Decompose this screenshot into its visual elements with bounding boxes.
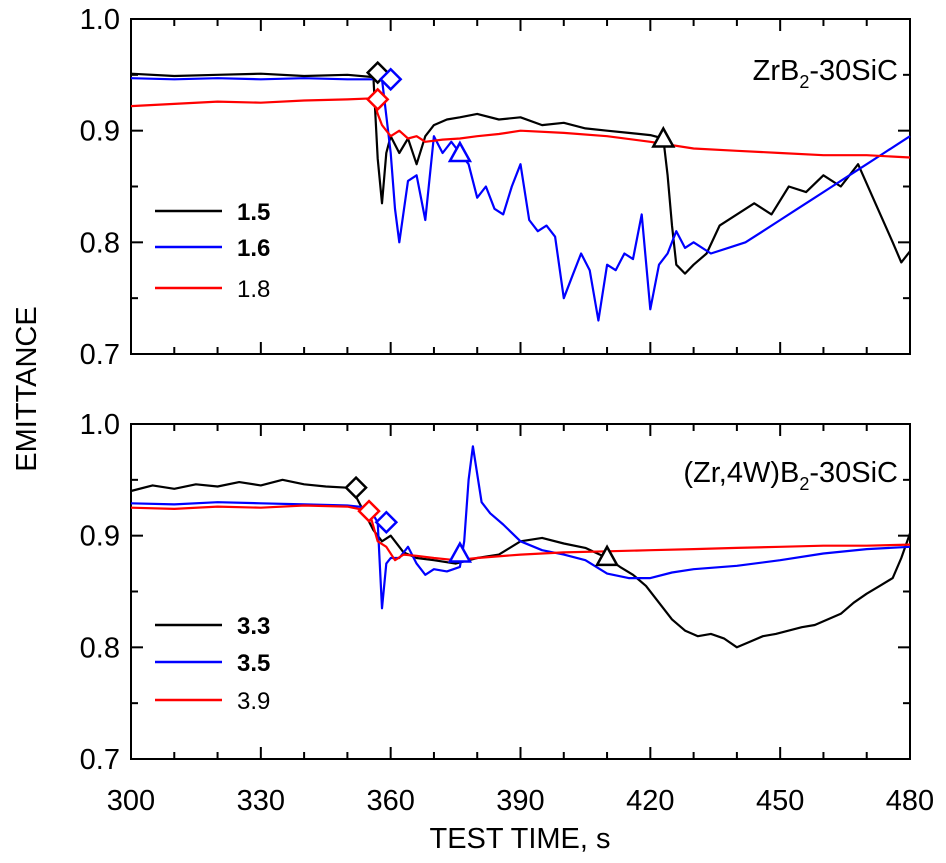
triangle-marker <box>594 544 620 567</box>
x-tick-label: 330 <box>237 785 285 817</box>
bottom-panel-markers <box>344 475 620 567</box>
triangle-marker <box>651 125 676 148</box>
y-tick-label: 0.8 <box>80 227 120 259</box>
y-tick-label: 0.9 <box>80 521 120 553</box>
bottom-panel-legend: 3.3 3.5 3.9 <box>155 613 270 715</box>
top-y-tick-labels: 0.7 0.8 0.9 1.0 <box>80 4 120 371</box>
bottom-y-tick-labels: 0.7 0.8 0.9 1.0 <box>80 409 120 776</box>
y-tick-label: 1.0 <box>80 4 120 36</box>
top-panel-label: ZrB2-30SiC <box>753 55 898 92</box>
x-tick-label: 390 <box>496 785 544 817</box>
top-panel-series <box>130 72 911 322</box>
y-axis-title: EMITTANCE <box>11 306 43 471</box>
top-panel-legend: 1.5 1.6 1.8 <box>155 199 270 303</box>
y-tick-label: 0.7 <box>80 339 120 371</box>
y-tick-label: 0.9 <box>80 116 120 148</box>
diamond-marker <box>344 475 368 500</box>
legend-label: 1.5 <box>237 199 270 226</box>
x-tick-label: 450 <box>756 785 804 817</box>
legend-label: 1.8 <box>237 276 270 303</box>
legend-label: 3.5 <box>237 650 270 677</box>
x-tick-label: 420 <box>626 785 674 817</box>
x-axis-title: TEST TIME, s <box>429 823 610 855</box>
legend-label: 3.9 <box>237 688 270 715</box>
y-tick-label: 1.0 <box>80 409 120 441</box>
diamond-marker <box>365 87 390 112</box>
triangle-marker <box>447 140 473 163</box>
legend-label: 3.3 <box>237 613 270 640</box>
y-tick-label: 0.8 <box>80 632 120 664</box>
x-tick-label: 300 <box>107 785 155 817</box>
series-line-1.5 <box>130 72 911 275</box>
y-tick-label: 0.7 <box>80 744 120 776</box>
top-panel-ticks <box>130 18 911 355</box>
x-tick-labels: 300 330 360 390 420 450 480 <box>107 785 934 817</box>
top-panel: 1.5 1.6 1.8 ZrB2-30SiC 0.7 0.8 0.9 1.0 <box>80 4 911 371</box>
top-panel-markers <box>365 60 676 163</box>
series-line-1.8 <box>130 97 911 159</box>
series-line-3.9 <box>130 504 911 562</box>
series-line-3.3 <box>130 478 912 649</box>
diamond-marker <box>378 67 403 92</box>
diamond-marker <box>374 510 399 535</box>
triangle-marker <box>447 540 473 563</box>
bottom-panel-ticks <box>130 423 911 760</box>
diamond-marker <box>357 499 381 523</box>
bottom-panel-label: (Zr,4W)B2-30SiC <box>683 457 898 494</box>
legend-label: 1.6 <box>237 235 270 262</box>
x-tick-label: 480 <box>886 785 934 817</box>
bottom-panel: 3.3 3.5 3.9 (Zr,4W)B2-30SiC 0.7 0.8 0.9 1.0 <box>80 409 912 776</box>
series-line-1.6 <box>130 77 911 322</box>
x-tick-label: 360 <box>366 785 414 817</box>
